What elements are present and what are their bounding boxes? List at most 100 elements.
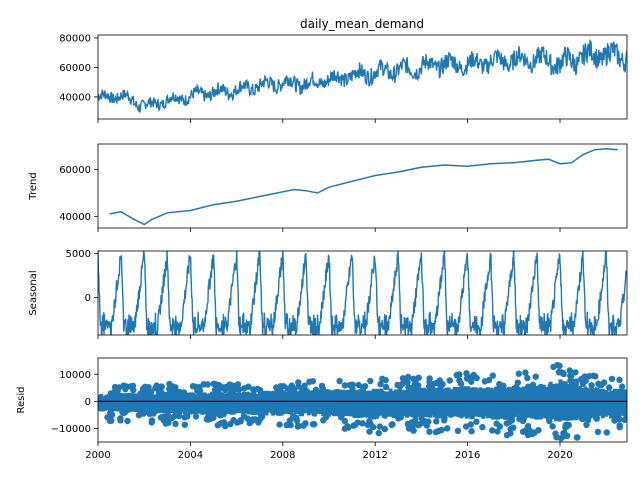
resid-point (285, 385, 292, 392)
panel-trend: 40000 60000 Trend (28, 143, 628, 232)
resid-point (149, 409, 157, 416)
x-tick-label: 2004 (178, 450, 203, 461)
resid-point (618, 383, 626, 390)
resid-point (468, 428, 475, 435)
resid-point (585, 373, 593, 380)
resid-point (124, 417, 131, 425)
resid-point (441, 417, 448, 424)
resid-point (550, 363, 557, 371)
resid-point (254, 385, 261, 393)
resid-point (574, 434, 581, 441)
resid-point (473, 418, 480, 425)
resid-point (560, 369, 567, 377)
resid-point (249, 417, 256, 424)
resid-point (175, 412, 183, 420)
resid-point (389, 421, 396, 428)
resid-point (145, 384, 152, 391)
resid-point (397, 382, 404, 390)
observed-line (98, 39, 627, 113)
resid-point (300, 422, 307, 429)
resid-point (381, 425, 388, 433)
y-tick-label: 5000 (66, 249, 91, 260)
resid-point (470, 371, 477, 379)
resid-point (597, 381, 605, 389)
resid-point (419, 419, 426, 426)
resid-point (155, 385, 163, 392)
resid-point (524, 383, 532, 390)
resid-point (203, 415, 210, 423)
resid-point (616, 376, 623, 383)
resid-point (437, 383, 444, 391)
resid-point (367, 377, 374, 385)
resid-point (479, 423, 486, 431)
panel-resid: −10000 0 10000 Resid 2000 2004 2008 2012 2016 202… (16, 357, 628, 461)
seasonal-series (98, 251, 627, 335)
axes-frame (97, 357, 628, 443)
resid-point (293, 417, 301, 424)
resid-point (366, 428, 373, 435)
resid-point (367, 420, 374, 428)
resid-point (376, 423, 383, 430)
resid-point (204, 381, 211, 388)
resid-point (410, 427, 417, 434)
resid-point (433, 418, 440, 425)
resid-point (404, 379, 411, 386)
resid-point (244, 415, 251, 422)
resid-point (119, 408, 126, 416)
resid-point (522, 369, 529, 376)
resid-point (444, 425, 451, 432)
resid-point (184, 413, 191, 420)
y-tick-label: 60000 (59, 63, 91, 74)
y-tick-label: 0 (85, 397, 91, 408)
resid-point (616, 416, 623, 423)
resid-point (230, 387, 237, 394)
resid-point (180, 389, 188, 396)
resid-point (567, 373, 575, 380)
y-axis-label: Trend (28, 172, 39, 200)
resid-point (168, 414, 176, 422)
resid-point (295, 383, 302, 390)
resid-point (140, 410, 147, 417)
resid-point (446, 377, 453, 384)
resid-point (140, 385, 147, 392)
resid-point (572, 369, 579, 376)
resid-point (584, 416, 592, 424)
y-tick-label: 0 (85, 293, 91, 304)
resid-series (98, 361, 627, 442)
resid-point (506, 418, 513, 426)
resid-point (137, 390, 144, 397)
resid-point (494, 428, 501, 435)
resid-point (312, 386, 320, 393)
resid-point (513, 383, 520, 391)
resid-point (382, 383, 390, 391)
resid-point (181, 421, 188, 428)
resid-point (456, 371, 463, 378)
y-tick-label: 40000 (59, 212, 91, 223)
resid-point (319, 385, 326, 392)
resid-point (122, 386, 129, 393)
resid-point (529, 381, 537, 388)
y-tick-label: 60000 (59, 165, 91, 176)
trend-series (109, 147, 618, 226)
resid-point (359, 420, 366, 427)
resid-point (426, 428, 433, 435)
resid-point (397, 414, 405, 421)
x-tick-label: 2008 (270, 450, 295, 461)
resid-point (481, 378, 489, 385)
resid-point (588, 382, 595, 389)
resid-point (549, 423, 556, 430)
resid-point (220, 411, 227, 418)
resid-point (603, 429, 610, 436)
axes-frame (97, 250, 628, 336)
resid-point (148, 419, 155, 426)
resid-point (415, 374, 422, 381)
resid-point (276, 421, 283, 428)
resid-point (467, 421, 474, 428)
resid-point (336, 377, 343, 385)
resid-point (295, 422, 302, 430)
y-tick-label: 80000 (59, 33, 91, 44)
chart-title: daily_mean_demand (300, 17, 424, 31)
panel-seasonal: 0 5000 Seasonal (28, 249, 628, 339)
resid-point (215, 387, 222, 395)
resid-point (563, 421, 570, 428)
